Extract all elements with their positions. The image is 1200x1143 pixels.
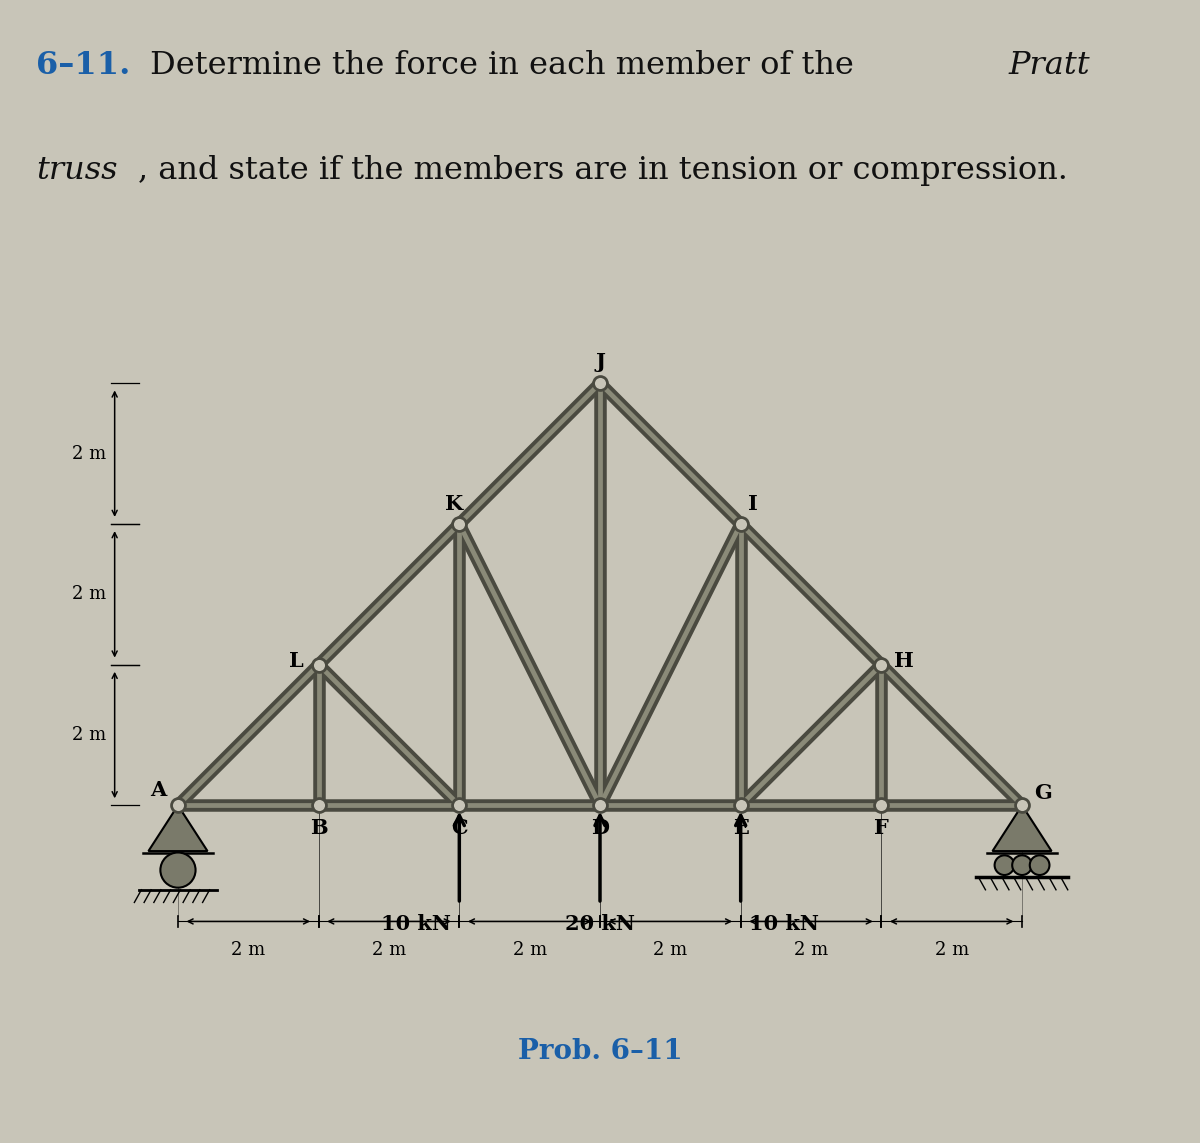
Text: 2 m: 2 m xyxy=(512,941,547,959)
Polygon shape xyxy=(992,806,1051,852)
Text: Determine the force in each member of the: Determine the force in each member of th… xyxy=(150,50,854,81)
Text: I: I xyxy=(749,494,758,514)
Text: G: G xyxy=(1034,783,1052,802)
Circle shape xyxy=(1012,855,1032,876)
Text: 2 m: 2 m xyxy=(935,941,968,959)
Text: 10 kN: 10 kN xyxy=(380,914,451,934)
Text: 10 kN: 10 kN xyxy=(749,914,820,934)
Text: D: D xyxy=(592,818,610,838)
Text: 2 m: 2 m xyxy=(232,941,265,959)
Text: 2 m: 2 m xyxy=(72,585,107,604)
Circle shape xyxy=(995,855,1014,876)
Circle shape xyxy=(1030,855,1050,876)
Text: F: F xyxy=(874,818,889,838)
Text: 2 m: 2 m xyxy=(372,941,406,959)
Text: truss: truss xyxy=(36,155,118,186)
Polygon shape xyxy=(149,806,208,852)
Circle shape xyxy=(161,853,196,888)
Text: 2 m: 2 m xyxy=(653,941,688,959)
Text: , and state if the members are in tension or compression.: , and state if the members are in tensio… xyxy=(138,155,1068,186)
Text: L: L xyxy=(289,652,304,671)
Text: E: E xyxy=(733,818,749,838)
Text: C: C xyxy=(451,818,468,838)
Text: B: B xyxy=(310,818,328,838)
Text: 6–11.: 6–11. xyxy=(36,50,131,81)
Text: J: J xyxy=(595,352,605,373)
Text: K: K xyxy=(445,494,463,514)
Text: 20 kN: 20 kN xyxy=(565,914,635,934)
Text: Pratt: Pratt xyxy=(1008,50,1090,81)
Text: 2 m: 2 m xyxy=(72,726,107,744)
Text: H: H xyxy=(894,652,913,671)
Text: Prob. 6–11: Prob. 6–11 xyxy=(517,1038,683,1065)
Text: 2 m: 2 m xyxy=(72,445,107,463)
Text: 2 m: 2 m xyxy=(794,941,828,959)
Text: A: A xyxy=(150,780,167,800)
